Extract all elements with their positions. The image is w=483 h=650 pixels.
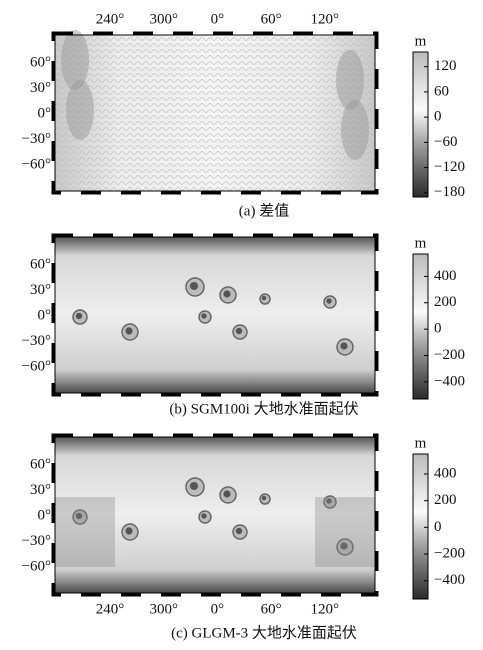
latitude-label: 0° <box>38 307 52 323</box>
latitude-label: 30° <box>30 482 51 498</box>
crater-core <box>76 313 82 319</box>
latitude-label: 60° <box>30 54 51 70</box>
crater-core <box>125 527 132 534</box>
map-feature <box>336 50 364 110</box>
crater-core <box>125 327 132 334</box>
colorbar-unit: m <box>415 33 427 49</box>
longitude-label: 0° <box>211 601 225 617</box>
crater-core <box>223 490 230 497</box>
colorbar-tick-label: −200 <box>434 347 465 363</box>
crater-core <box>223 290 230 297</box>
longitude-label: 120° <box>311 11 340 27</box>
colorbar <box>413 454 428 599</box>
latitude-label: 60° <box>30 456 51 472</box>
colorbar <box>413 254 428 399</box>
longitude-label: 300° <box>149 11 178 27</box>
colorbar <box>413 52 428 197</box>
colorbar-tick-label: −400 <box>434 572 465 588</box>
caption: (b) SGM100i 大地水准面起伏 <box>169 400 358 417</box>
longitude-label: 0° <box>211 11 225 27</box>
latitude-label: 30° <box>30 282 51 298</box>
colorbar-tick-label: −180 <box>434 184 465 200</box>
crater-core <box>262 496 267 501</box>
longitude-label: 300° <box>149 601 178 617</box>
latitude-label: −60° <box>22 156 51 172</box>
longitude-label: 240° <box>96 601 125 617</box>
caption: (a) 差值 <box>239 202 289 219</box>
colorbar-tick-label: 400 <box>434 268 457 284</box>
latitude-label: 0° <box>38 105 52 121</box>
crater-core <box>201 513 206 518</box>
crater-core <box>340 342 347 349</box>
colorbar-tick-label: 120 <box>434 58 457 74</box>
colorbar-unit: m <box>415 435 427 451</box>
colorbar-tick-label: 60 <box>434 83 449 99</box>
latitude-label: −30° <box>22 533 51 549</box>
crater-core <box>326 298 331 303</box>
figure: 240° 300° 0° 60° 120° 240° 300° 0° 60° 120° 60° 30°… <box>0 0 483 650</box>
map-image <box>55 237 375 393</box>
crater-core <box>236 528 242 534</box>
page: 240° 300° 0° 60° 120° 240° 300° 0° 60° 120° 60° 30°… <box>0 0 483 650</box>
crater-core <box>262 296 267 301</box>
colorbar-tick-label: 0 <box>434 109 442 125</box>
longitude-label: 60° <box>261 11 282 27</box>
map-feature <box>66 80 94 140</box>
longitude-label: 120° <box>311 601 340 617</box>
colorbar-tick-label: 0 <box>434 519 442 535</box>
crater-core <box>190 482 198 490</box>
colorbar-tick-label: 200 <box>434 294 457 310</box>
crater-core <box>190 282 198 290</box>
map-feature <box>61 30 89 90</box>
latitude-label: −30° <box>22 333 51 349</box>
colorbar-tick-label: −60 <box>434 134 457 150</box>
colorbar-tick-label: 400 <box>434 465 457 481</box>
longitude-label: 240° <box>96 11 125 27</box>
colorbar-tick-label: 0 <box>434 321 442 337</box>
map-feature <box>341 100 369 160</box>
longitude-label: 60° <box>261 601 282 617</box>
latitude-label: −60° <box>22 558 51 574</box>
latitude-label: −60° <box>22 358 51 374</box>
map-shade <box>315 497 375 567</box>
latitude-label: 30° <box>30 80 51 96</box>
latitude-label: 0° <box>38 507 52 523</box>
colorbar-tick-label: −120 <box>434 159 465 175</box>
crater-core <box>236 328 242 334</box>
caption: (c) GLGM-3 大地水准面起伏 <box>171 624 357 641</box>
colorbar-unit: m <box>415 235 427 251</box>
crater-core <box>201 313 206 318</box>
map-texture <box>55 35 375 191</box>
colorbar-tick-label: 200 <box>434 492 457 508</box>
colorbar-tick-label: −200 <box>434 545 465 561</box>
map-shade <box>55 497 115 567</box>
colorbar-tick-label: −400 <box>434 373 465 389</box>
latitude-label: −30° <box>22 131 51 147</box>
latitude-label: 60° <box>30 256 51 272</box>
